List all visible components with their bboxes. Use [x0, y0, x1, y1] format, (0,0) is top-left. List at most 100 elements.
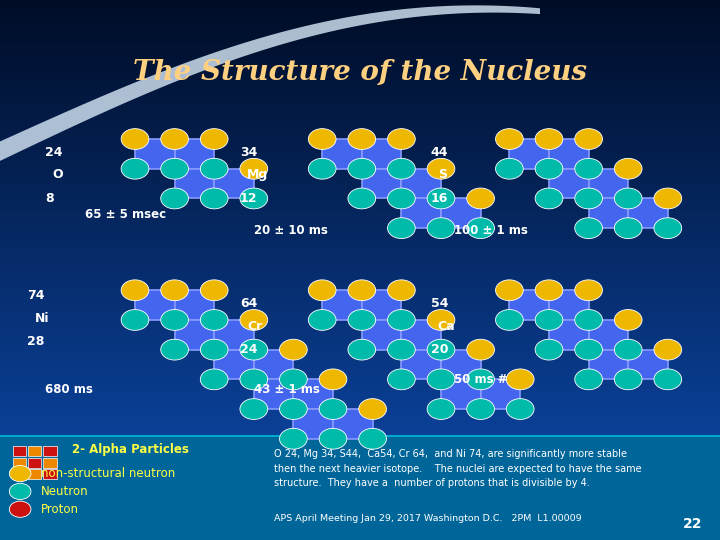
Circle shape [308, 158, 336, 179]
Circle shape [200, 339, 228, 360]
Text: 16: 16 [431, 192, 448, 205]
Circle shape [535, 188, 563, 209]
Circle shape [614, 188, 642, 209]
Bar [28, 458, 41, 468]
Bar [362, 168, 402, 199]
Text: 65 ± 5 msec: 65 ± 5 msec [85, 208, 166, 221]
Circle shape [427, 339, 455, 360]
Text: 680 ms: 680 ms [45, 383, 93, 396]
Bar [294, 379, 333, 409]
Circle shape [387, 339, 415, 360]
Bar [175, 168, 215, 199]
Bar [589, 320, 628, 350]
Circle shape [121, 309, 149, 330]
Circle shape [308, 309, 336, 330]
Circle shape [614, 218, 642, 239]
Text: non-structural neutron: non-structural neutron [41, 467, 175, 480]
Circle shape [319, 369, 347, 390]
Bar [175, 139, 215, 168]
Text: 20 ± 10 ms: 20 ± 10 ms [254, 224, 328, 237]
Text: O: O [53, 168, 63, 181]
Bar [13, 469, 26, 479]
Circle shape [427, 188, 455, 209]
Circle shape [359, 428, 387, 449]
Circle shape [121, 158, 149, 179]
Circle shape [387, 188, 415, 209]
Text: O 24, Mg 34, S44,  Ca54, Cr 64,  and Ni 74, are significantly more stable
then t: O 24, Mg 34, S44, Ca54, Cr 64, and Ni 74… [274, 449, 642, 488]
Circle shape [240, 369, 268, 390]
Circle shape [121, 129, 149, 150]
Text: 22: 22 [683, 517, 702, 531]
Text: S: S [438, 168, 446, 181]
Bar [43, 469, 56, 479]
Bar [549, 168, 589, 199]
Circle shape [575, 218, 603, 239]
Text: 28: 28 [27, 335, 45, 348]
Text: 74: 74 [27, 289, 45, 302]
Circle shape [427, 309, 455, 330]
Circle shape [200, 129, 228, 150]
Circle shape [279, 399, 307, 420]
Circle shape [654, 218, 682, 239]
Circle shape [575, 158, 603, 179]
Bar [362, 291, 402, 320]
Circle shape [387, 309, 415, 330]
Circle shape [308, 280, 336, 301]
Circle shape [535, 339, 563, 360]
Circle shape [575, 369, 603, 390]
Text: 64: 64 [240, 297, 257, 310]
Bar [215, 350, 253, 379]
Circle shape [427, 158, 455, 179]
Bar [441, 198, 481, 228]
Bar [628, 350, 668, 379]
Circle shape [427, 369, 455, 390]
Circle shape [614, 339, 642, 360]
Text: Neutron: Neutron [41, 485, 89, 498]
Bar [175, 291, 215, 320]
PathPatch shape [0, 5, 540, 161]
Bar [135, 139, 174, 168]
Circle shape [654, 369, 682, 390]
Circle shape [348, 280, 376, 301]
Bar [510, 291, 549, 320]
Bar [589, 198, 628, 228]
Bar [175, 320, 215, 350]
Bar [0, 435, 720, 540]
Circle shape [359, 399, 387, 420]
Text: 20: 20 [431, 343, 448, 356]
Circle shape [614, 309, 642, 330]
Bar [215, 320, 253, 350]
Circle shape [348, 129, 376, 150]
Text: Proton: Proton [41, 503, 79, 516]
Bar [333, 409, 373, 438]
Bar [13, 447, 26, 456]
Text: Mg: Mg [247, 168, 269, 181]
Circle shape [161, 129, 189, 150]
Bar [441, 379, 481, 409]
Circle shape [575, 309, 603, 330]
Circle shape [495, 129, 523, 150]
Circle shape [161, 309, 189, 330]
Circle shape [535, 309, 563, 330]
Circle shape [654, 188, 682, 209]
Text: 34: 34 [240, 146, 257, 159]
Bar [294, 409, 333, 438]
Circle shape [9, 483, 31, 500]
Bar [323, 139, 361, 168]
Circle shape [387, 129, 415, 150]
Circle shape [240, 399, 268, 420]
Circle shape [575, 129, 603, 150]
Text: Cr: Cr [247, 320, 262, 333]
Circle shape [240, 188, 268, 209]
Bar [402, 350, 441, 379]
Text: 12: 12 [240, 192, 257, 205]
Circle shape [387, 158, 415, 179]
Circle shape [427, 218, 455, 239]
Circle shape [200, 280, 228, 301]
Circle shape [348, 188, 376, 209]
Circle shape [467, 188, 495, 209]
Circle shape [161, 188, 189, 209]
Bar [402, 320, 441, 350]
Circle shape [9, 501, 31, 517]
Circle shape [387, 218, 415, 239]
